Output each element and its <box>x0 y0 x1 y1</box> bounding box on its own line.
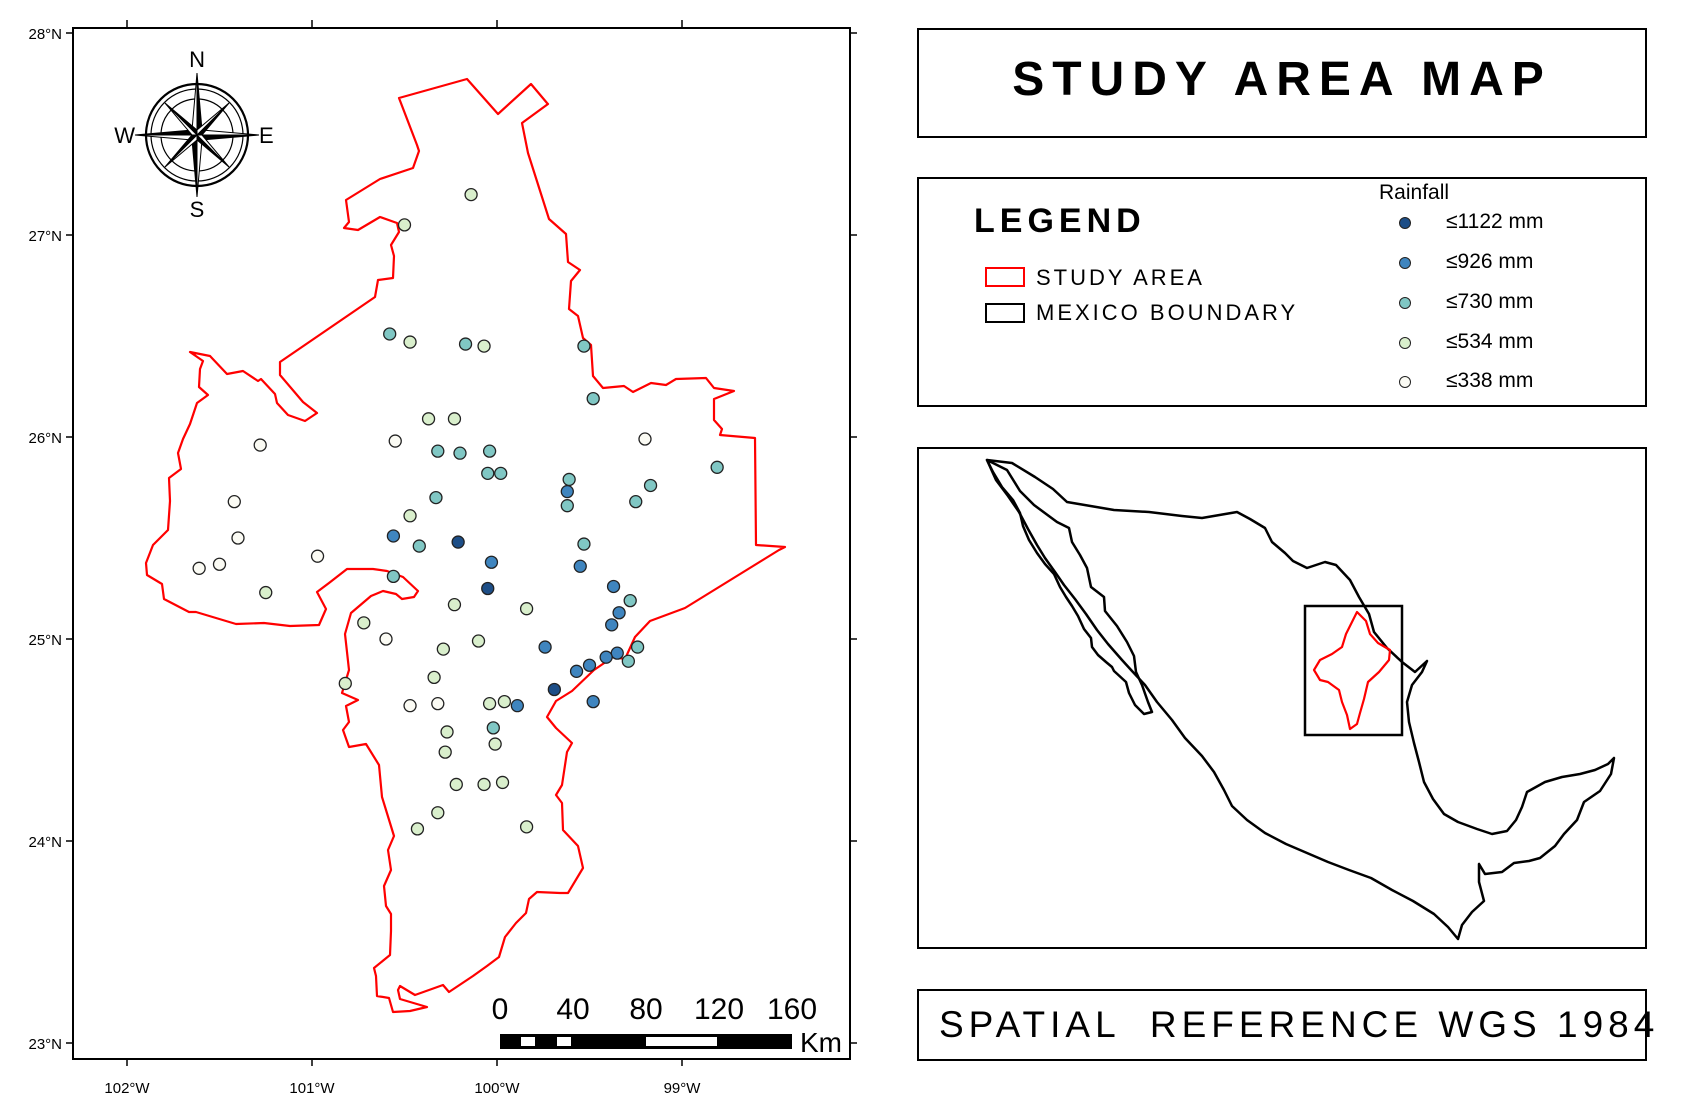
rainfall-class-5-label: ≤338 mm <box>1446 369 1534 392</box>
inset-study-area <box>1312 610 1392 731</box>
lon-label: 99°W <box>664 1080 702 1097</box>
legend-title: LEGEND <box>974 202 1146 240</box>
study-area-swatch <box>985 267 1025 287</box>
title-box: STUDY AREA MAP <box>917 28 1647 138</box>
main-map-frame <box>72 27 851 1060</box>
rainfall-class-3-label: ≤730 mm <box>1446 290 1534 313</box>
rainfall-class-4-dot <box>1399 337 1411 349</box>
rainfall-class-2-dot <box>1399 257 1411 269</box>
lon-label: 100°W <box>474 1080 520 1097</box>
spatial-reference-box: SPATIAL REFERENCE WGS 1984 <box>917 989 1654 1061</box>
lat-label: 27°N <box>28 228 62 245</box>
mexico-boundary-label: MEXICO BOUNDARY <box>1036 300 1299 325</box>
inset-extent-box <box>1303 604 1404 737</box>
rainfall-class-3-dot <box>1399 297 1411 309</box>
rainfall-class-1-dot <box>1399 217 1411 229</box>
rainfall-class-1-label: ≤1122 mm <box>1446 210 1544 233</box>
rainfall-class-2-label: ≤926 mm <box>1446 250 1534 273</box>
lat-label: 25°N <box>28 632 62 649</box>
mexico-boundary-swatch <box>985 303 1025 323</box>
lat-label: 28°N <box>28 26 62 43</box>
mexico-inset-map <box>985 458 1616 941</box>
mexico-mainland-outline <box>985 458 1616 941</box>
lat-label: 24°N <box>28 834 62 851</box>
rainfall-class-4-label: ≤534 mm <box>1446 330 1534 353</box>
baja-california-outline <box>985 458 1154 716</box>
map-title: STUDY AREA MAP <box>1012 53 1552 106</box>
lat-label: 26°N <box>28 430 62 447</box>
lon-label: 102°W <box>104 1080 150 1097</box>
legend-box: LEGEND STUDY AREA MEXICO BOUNDARY Rainfa… <box>917 177 1647 407</box>
lon-label: 101°W <box>289 1080 335 1097</box>
inset-map-box <box>917 447 1647 949</box>
lat-label: 23°N <box>28 1036 62 1053</box>
rainfall-title: Rainfall <box>1379 181 1450 204</box>
study-area-label: STUDY AREA <box>1036 265 1205 290</box>
spatial-reference-label: SPATIAL REFERENCE WGS 1984 <box>939 1004 1660 1045</box>
rainfall-class-5-dot <box>1399 376 1411 388</box>
